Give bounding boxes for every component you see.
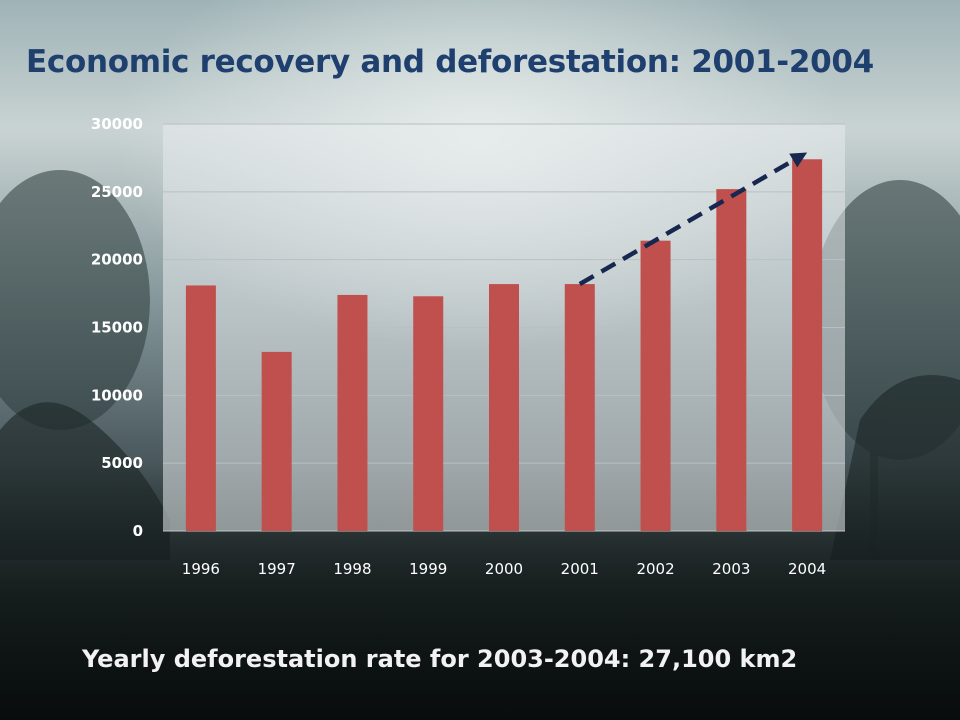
- deforestation-rate-caption: Yearly deforestation rate for 2003-2004:…: [82, 645, 798, 673]
- bar-1996: [185, 285, 216, 531]
- x-tick-label: 1996: [182, 560, 220, 578]
- trend-arrow-group: [578, 152, 808, 287]
- x-tick-label: 1999: [409, 560, 447, 578]
- x-tick-label: 1998: [333, 560, 371, 578]
- bar-2000: [489, 284, 519, 531]
- y-tick-label: 30000: [91, 115, 143, 133]
- bar-2003: [716, 189, 747, 531]
- y-tick-label: 10000: [91, 386, 143, 404]
- bar-1997: [261, 351, 292, 531]
- bar-2001: [564, 284, 595, 531]
- x-tick-label: 2002: [636, 560, 674, 578]
- bar-1999: [413, 296, 444, 531]
- x-tick-label: 2004: [788, 560, 826, 578]
- x-axis-tick-labels: 1996 1997 1998 1999 2000 2001 2002 2003 2004: [182, 560, 826, 578]
- y-tick-label: 15000: [91, 319, 143, 337]
- y-tick-label: 5000: [101, 454, 143, 472]
- bar-2004: [792, 159, 823, 532]
- y-tick-label: 25000: [91, 183, 143, 201]
- y-tick-label: 20000: [91, 251, 143, 269]
- y-tick-label: 0: [133, 522, 143, 540]
- x-tick-label: 2001: [561, 560, 599, 578]
- trend-arrow-head: [789, 152, 808, 168]
- x-tick-label: 2003: [712, 560, 750, 578]
- x-tick-label: 2000: [485, 560, 523, 578]
- trend-arrow-line: [578, 156, 798, 287]
- y-axis-tick-labels: 0 5000 10000 15000 20000 25000 30000: [91, 115, 143, 540]
- x-tick-label: 1997: [258, 560, 296, 578]
- bar-1998: [337, 294, 368, 531]
- slide-title: Economic recovery and deforestation: 200…: [26, 44, 874, 80]
- bars: [185, 159, 823, 532]
- bar-2002: [640, 240, 671, 531]
